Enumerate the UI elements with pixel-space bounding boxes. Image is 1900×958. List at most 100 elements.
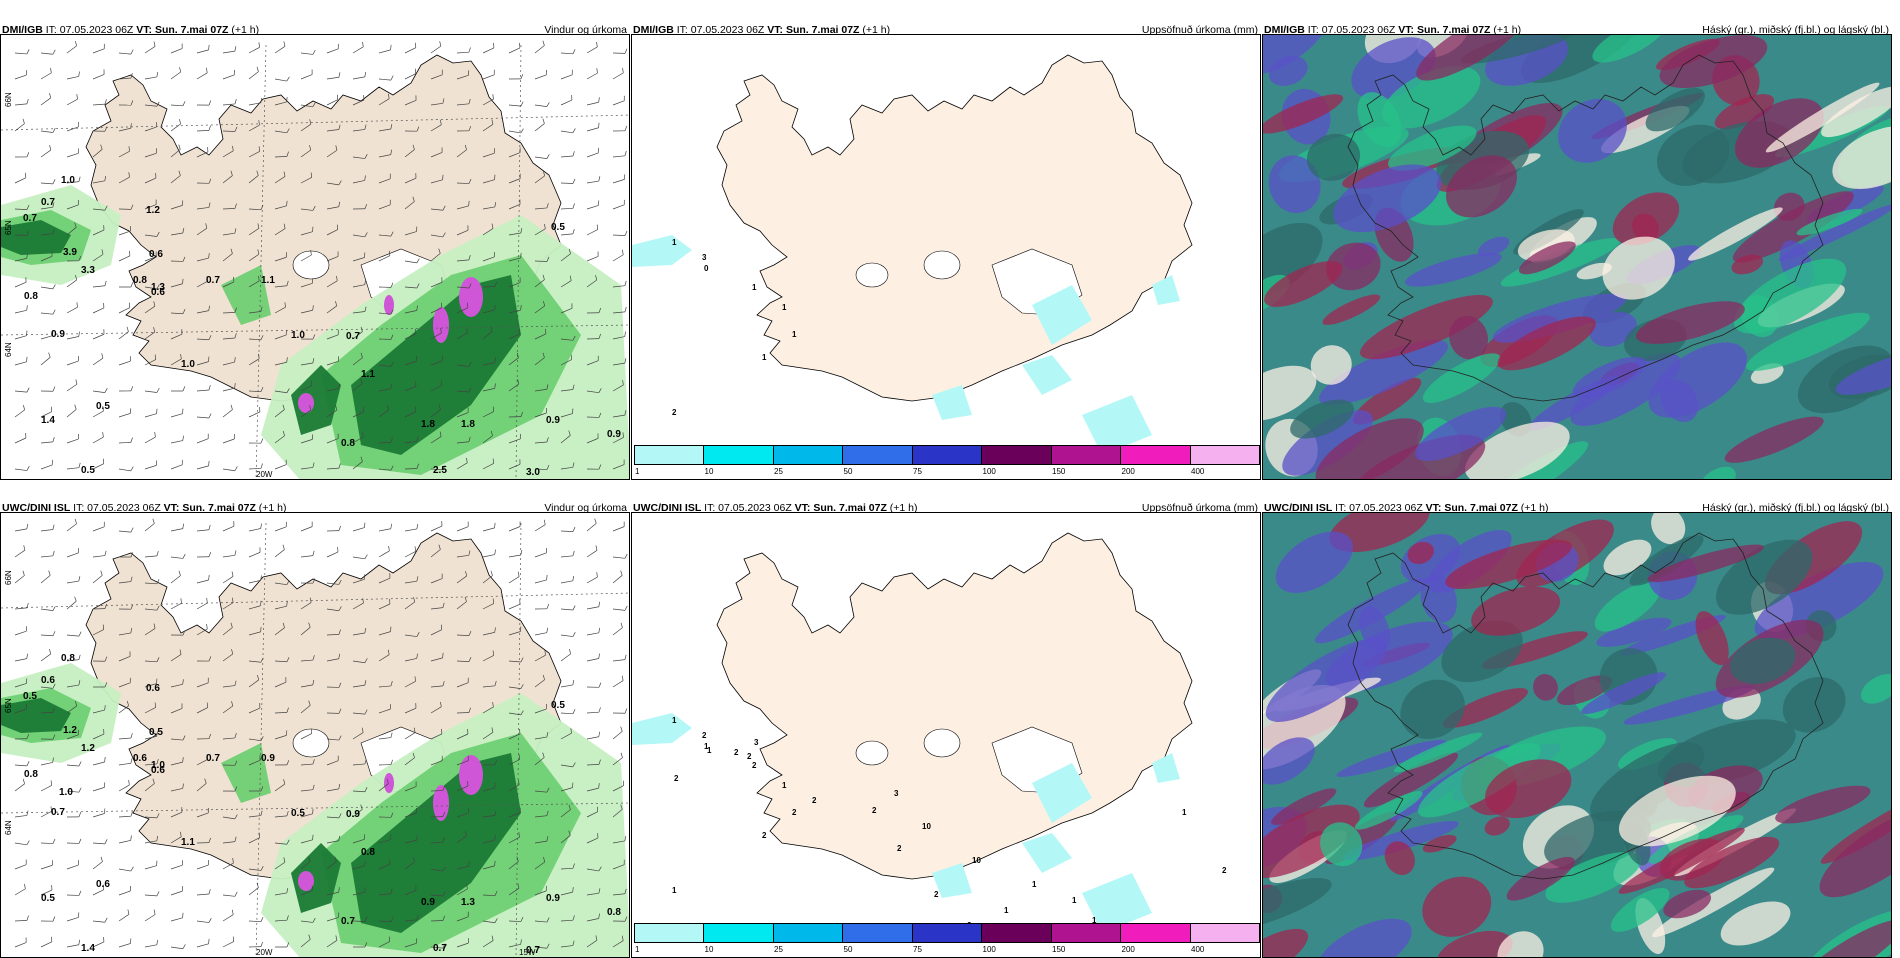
precip-value-label: 0.7 bbox=[341, 916, 355, 927]
map-frame bbox=[1262, 34, 1892, 480]
colorbar-segment bbox=[843, 924, 912, 942]
precip-value-label: 3.9 bbox=[63, 247, 77, 258]
precip-value-label: 1.4 bbox=[41, 415, 55, 426]
accum-value-label: 3 bbox=[894, 789, 899, 798]
precip-value-label: 1.3 bbox=[461, 897, 475, 908]
accum-value-label: 2 bbox=[752, 761, 757, 770]
colorbar bbox=[634, 445, 1260, 465]
precip-value-label: 0.9 bbox=[346, 809, 360, 820]
cloud-cover-map bbox=[1263, 513, 1892, 958]
latitude-label: 66N bbox=[4, 570, 13, 585]
precip-value-label: 0.5 bbox=[551, 222, 565, 233]
longitude-label: 20W bbox=[256, 470, 273, 479]
precip-value-label: 0.9 bbox=[51, 329, 65, 340]
glacier-hofsjokull bbox=[856, 263, 888, 287]
precip-value-label: 3.0 bbox=[526, 467, 540, 478]
precip-value-label: 0.8 bbox=[24, 291, 38, 302]
accum-value-label: 1 bbox=[1032, 880, 1037, 889]
colorbar-tick-label: 400 bbox=[1191, 467, 1204, 476]
wind-barb-flag bbox=[27, 357, 28, 362]
precip-value-label: 0.5 bbox=[96, 401, 110, 412]
accum-value-label: 3 bbox=[754, 738, 759, 747]
precip-value-label: 1.1 bbox=[181, 837, 195, 848]
precip-value-label: 0.7 bbox=[23, 213, 37, 224]
precip-heavy bbox=[459, 755, 483, 795]
precip-value-label: 0.6 bbox=[146, 683, 160, 694]
accum-precip-map: 121212212212232310221011111122 bbox=[632, 513, 1261, 958]
accum-value-label: 2 bbox=[702, 731, 707, 740]
precip-value-label: 0.6 bbox=[41, 675, 55, 686]
colorbar-segment bbox=[982, 446, 1051, 464]
precip-heavy bbox=[459, 277, 483, 317]
precip-value-label: 3.3 bbox=[81, 265, 95, 276]
precip-value-label: 0.9 bbox=[607, 429, 621, 440]
precip-value-label: 0.8 bbox=[341, 438, 355, 449]
precip-value-label: 1.0 bbox=[291, 330, 305, 341]
precip-value-label: 0.8 bbox=[361, 847, 375, 858]
accum-value-label: 1 bbox=[672, 886, 677, 895]
precip-value-label: 1.1 bbox=[361, 369, 375, 380]
accum-value-label: 2 bbox=[674, 774, 679, 783]
accum-value-label: 1 bbox=[1004, 906, 1009, 915]
precip-value-label: 0.7 bbox=[41, 197, 55, 208]
colorbar-segment bbox=[1121, 446, 1190, 464]
accum-value-label: 2 bbox=[747, 752, 752, 761]
precip-value-label: 1.2 bbox=[146, 205, 160, 216]
precip-value-label: 0.5 bbox=[41, 893, 55, 904]
precip-value-label: 0.6 bbox=[133, 753, 147, 764]
precip-value-label: 0.5 bbox=[291, 808, 305, 819]
precip-value-label: 1.8 bbox=[421, 419, 435, 430]
precip-value-label: 0.6 bbox=[96, 879, 110, 890]
precip-value-label: 0.7 bbox=[433, 943, 447, 954]
accum-value-label: 2 bbox=[897, 844, 902, 853]
colorbar-segment bbox=[913, 446, 982, 464]
glacier-langjokull bbox=[924, 251, 960, 279]
precip-value-label: 0.9 bbox=[421, 897, 435, 908]
accum-value-label: 2 bbox=[1222, 866, 1227, 875]
precip-value-label: 0.9 bbox=[261, 753, 275, 764]
precip-value-label: 0.5 bbox=[81, 465, 95, 476]
panel-accum-uwc: UWC/DINI ISL IT: 07.05.2023 06Z VT: Sun.… bbox=[631, 496, 1262, 958]
accum-value-label: 10 bbox=[972, 856, 981, 865]
map-frame bbox=[1262, 512, 1892, 958]
accum-value-label: 10 bbox=[922, 822, 931, 831]
precip-value-label: 1.0 bbox=[181, 359, 195, 370]
accum-value-label: 1 bbox=[782, 303, 787, 312]
colorbar-segment bbox=[704, 924, 773, 942]
precip-value-label: 0.9 bbox=[546, 893, 560, 904]
colorbar-segment bbox=[1052, 924, 1121, 942]
latitude-label: 66N bbox=[4, 92, 13, 107]
accum-value-label: 1 bbox=[782, 781, 787, 790]
accum-value-label: 2 bbox=[934, 890, 939, 899]
latitude-label: 64N bbox=[4, 342, 13, 357]
longitude-label: 20W bbox=[256, 948, 273, 957]
latitude-label: 64N bbox=[4, 820, 13, 835]
precip-value-label: 0.8 bbox=[133, 275, 147, 286]
precip-value-label: 0.5 bbox=[23, 691, 37, 702]
wind-barb-flag bbox=[311, 381, 312, 386]
precip-value-label: 0.5 bbox=[551, 700, 565, 711]
panel-cloud-uwc: UWC/DINI ISL IT: 07.05.2023 06Z VT: Sun.… bbox=[1262, 496, 1893, 958]
map-frame: 1212122122122323102210111111221102550751… bbox=[631, 512, 1261, 958]
panel-accum-dmi: DMI/IGB IT: 07.05.2023 06Z VT: Sun. 7.ma… bbox=[631, 18, 1262, 480]
colorbar-segment bbox=[1191, 924, 1259, 942]
colorbar-tick-label: 25 bbox=[774, 467, 783, 476]
accum-value-label: 2 bbox=[872, 806, 877, 815]
colorbar-tick-label: 100 bbox=[983, 467, 996, 476]
wind-barb-flag bbox=[313, 809, 314, 814]
accum-value-label: 2 bbox=[762, 831, 767, 840]
precip-value-label: 1.0 bbox=[59, 787, 73, 798]
precip-value-label: 0.8 bbox=[607, 907, 621, 918]
precip-value-label: 0.7 bbox=[346, 331, 360, 342]
precip-value-label: 2.5 bbox=[433, 465, 447, 476]
precip-value-label: 1.1 bbox=[261, 275, 275, 286]
colorbar-segment bbox=[1121, 924, 1190, 942]
precip-value-label: 0.5 bbox=[149, 727, 163, 738]
colorbar-segment bbox=[704, 446, 773, 464]
precip-value-label: 0.6 bbox=[149, 249, 163, 260]
